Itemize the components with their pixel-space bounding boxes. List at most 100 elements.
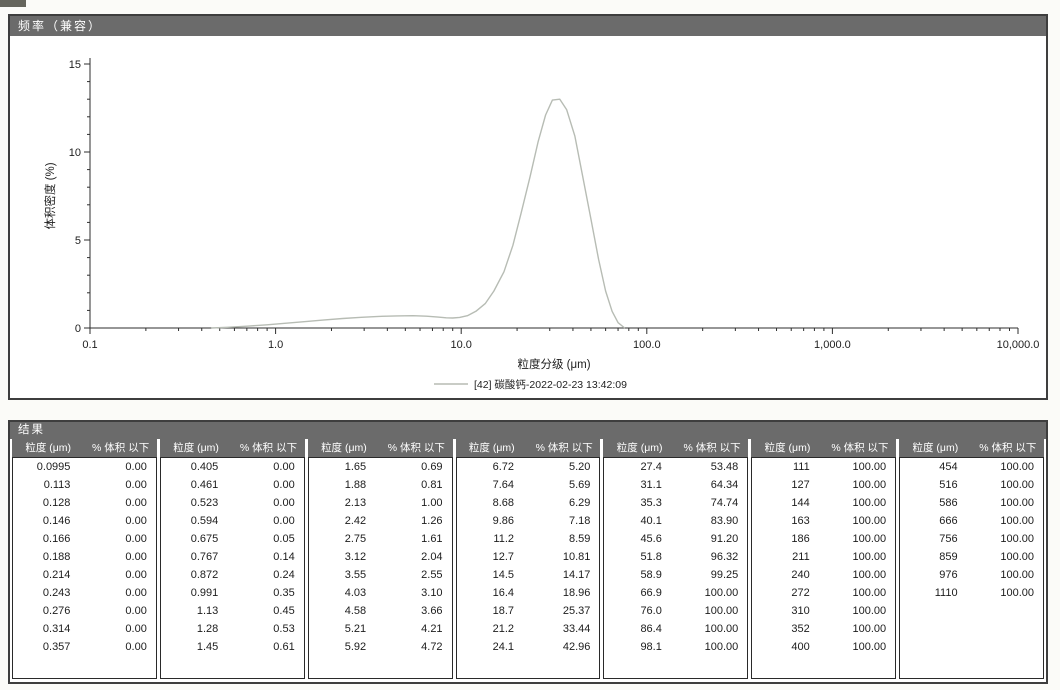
table-row: 14.5 14.17 bbox=[457, 566, 600, 584]
size-cell: 0.675 bbox=[190, 533, 219, 545]
y-tick-label: 5 bbox=[75, 235, 81, 247]
pct-cell: 100.00 bbox=[1000, 551, 1034, 563]
size-cell: 66.9 bbox=[640, 587, 662, 599]
pct-cell: 2.04 bbox=[421, 551, 443, 563]
table-row: 1.65 0.69 bbox=[309, 458, 452, 476]
pct-cell: 5.69 bbox=[569, 479, 591, 491]
pct-cell: 100.00 bbox=[852, 515, 887, 527]
pct-cell: 4.21 bbox=[421, 623, 443, 635]
pct-cell: 0.00 bbox=[125, 479, 147, 491]
size-cell: 0.146 bbox=[42, 515, 71, 527]
frequency-chart: 0 5 10 15 0.1 1.0 10.0 100.0 1,000.0 10,000.0 粒度分级… bbox=[43, 58, 1039, 391]
col-header-size: 粒度 (μm) bbox=[173, 442, 219, 454]
table-row: 516 100.00 bbox=[900, 476, 1043, 494]
results-panel: 结果 粒度 (μm)% 体积 以下 0.0995 0.00 0.113 0.00 0.12… bbox=[8, 420, 1048, 684]
pct-cell: 0.81 bbox=[421, 479, 443, 491]
size-cell: 859 bbox=[939, 551, 958, 563]
pct-cell: 100.00 bbox=[852, 569, 887, 581]
pct-cell: 33.44 bbox=[562, 623, 591, 635]
table-row: 186 100.00 bbox=[752, 530, 895, 548]
result-column-header: 粒度 (μm) % 体积 以下 bbox=[751, 439, 897, 457]
size-cell: 24.1 bbox=[492, 641, 514, 653]
size-cell: 2.75 bbox=[344, 533, 367, 545]
pct-cell: 99.25 bbox=[710, 569, 739, 581]
table-row: 2.13 1.00 bbox=[309, 494, 452, 512]
pct-cell: 1.00 bbox=[421, 497, 443, 509]
pct-cell: 0.00 bbox=[125, 641, 147, 653]
result-column-body: 6.72 5.20 7.64 5.69 8.68 6.29 9.86 7.18 11.2 8.59… bbox=[455, 457, 601, 679]
pct-cell: 0.24 bbox=[273, 569, 295, 581]
table-row: 6.72 5.20 bbox=[457, 458, 600, 476]
pct-cell: 100.00 bbox=[852, 605, 887, 617]
table-row: 76.0 100.00 bbox=[604, 602, 747, 620]
size-cell: 3.12 bbox=[344, 551, 367, 563]
table-row: 0.0995 0.00 bbox=[13, 458, 156, 476]
size-cell: 144 bbox=[791, 497, 810, 509]
pct-cell: 100.00 bbox=[852, 587, 887, 599]
table-row: 127 100.00 bbox=[752, 476, 895, 494]
size-cell: 586 bbox=[939, 497, 958, 509]
size-cell: 163 bbox=[791, 515, 810, 527]
result-column-header: 粒度 (μm) % 体积 以下 bbox=[159, 439, 305, 457]
pct-cell: 42.96 bbox=[562, 641, 591, 653]
pct-cell: 100.00 bbox=[1000, 497, 1034, 509]
size-cell: 1110 bbox=[934, 587, 958, 599]
size-cell: 27.4 bbox=[640, 461, 662, 473]
size-cell: 1.88 bbox=[344, 479, 367, 491]
size-cell: 0.188 bbox=[42, 551, 71, 563]
result-column-body: 1.65 0.69 1.88 0.81 2.13 1.00 2.42 1.26 2.75 1.61… bbox=[307, 457, 453, 679]
size-cell: 0.113 bbox=[43, 479, 71, 491]
result-column-group: 粒度 (μm) % 体积 以下 454 100.00 516 100.00 586 100.0… bbox=[899, 439, 1045, 682]
table-row: 756 100.00 bbox=[900, 530, 1043, 548]
size-cell: 76.0 bbox=[640, 605, 662, 617]
pct-cell: 100.00 bbox=[1000, 515, 1034, 527]
pct-cell: 100.00 bbox=[852, 533, 887, 545]
pct-cell: 0.00 bbox=[125, 605, 147, 617]
result-column-header: 粒度 (μm) % 体积 以下 bbox=[899, 439, 1045, 457]
table-row: 1.28 0.53 bbox=[161, 620, 304, 638]
result-column-body: 0.0995 0.00 0.113 0.00 0.128 0.00 0.146 0.00 0.1… bbox=[12, 457, 157, 679]
table-row: 1110 100.00 bbox=[900, 584, 1043, 602]
table-row: 5.21 4.21 bbox=[309, 620, 452, 638]
size-cell: 0.276 bbox=[42, 605, 71, 617]
size-cell: 86.4 bbox=[640, 623, 662, 635]
result-column-body: 27.4 53.48 31.1 64.34 35.3 74.74 40.1 83.90 45.6… bbox=[603, 457, 749, 679]
pct-cell: 0.00 bbox=[125, 551, 147, 563]
pct-cell: 0.14 bbox=[273, 551, 295, 563]
table-row: 5.92 4.72 bbox=[309, 638, 452, 656]
result-column-group: 粒度 (μm)% 体积 以下 0.0995 0.00 0.113 0.00 0.128 0.… bbox=[12, 439, 157, 682]
pct-cell: 91.20 bbox=[710, 533, 739, 545]
size-cell: 3.55 bbox=[344, 569, 367, 581]
pct-cell: 100.00 bbox=[852, 461, 887, 473]
size-cell: 5.92 bbox=[344, 641, 367, 653]
pct-cell: 100.00 bbox=[704, 641, 739, 653]
pct-cell: 1.61 bbox=[421, 533, 443, 545]
legend-label: [42] 碳酸钙-2022-02-23 13:42:09 bbox=[474, 378, 627, 391]
pct-cell: 0.00 bbox=[125, 461, 147, 473]
size-cell: 0.166 bbox=[42, 533, 71, 545]
table-row: 400 100.00 bbox=[752, 638, 895, 656]
pct-cell: 0.61 bbox=[273, 641, 295, 653]
pct-cell: 3.10 bbox=[421, 587, 443, 599]
size-cell: 0.314 bbox=[42, 623, 71, 635]
size-cell: 352 bbox=[791, 623, 810, 635]
table-row: 12.7 10.81 bbox=[457, 548, 600, 566]
pct-cell: 100.00 bbox=[1000, 569, 1034, 581]
table-row: 352 100.00 bbox=[752, 620, 895, 638]
pct-cell: 0.45 bbox=[273, 605, 295, 617]
pct-cell: 100.00 bbox=[1000, 533, 1034, 545]
size-cell: 0.128 bbox=[42, 497, 71, 509]
frequency-curve bbox=[211, 98, 626, 329]
scan-artifact bbox=[0, 0, 26, 7]
table-row: 0.113 0.00 bbox=[13, 476, 156, 494]
col-header-size: 粒度 (μm) bbox=[25, 442, 72, 454]
col-header-pct: % 体积 以下 bbox=[387, 442, 445, 454]
col-header-size: 粒度 (μm) bbox=[912, 442, 959, 454]
table-row: 1.13 0.45 bbox=[161, 602, 304, 620]
pct-cell: 0.00 bbox=[273, 461, 295, 473]
result-column-body: 0.405 0.00 0.461 0.00 0.523 0.00 0.594 0.00 0.67… bbox=[159, 457, 305, 679]
table-row: 0.276 0.00 bbox=[13, 602, 156, 620]
result-column-body: 454 100.00 516 100.00 586 100.00 666 100.00 756 1… bbox=[899, 457, 1045, 679]
size-cell: 111 bbox=[792, 461, 810, 473]
table-row: 21.2 33.44 bbox=[457, 620, 600, 638]
